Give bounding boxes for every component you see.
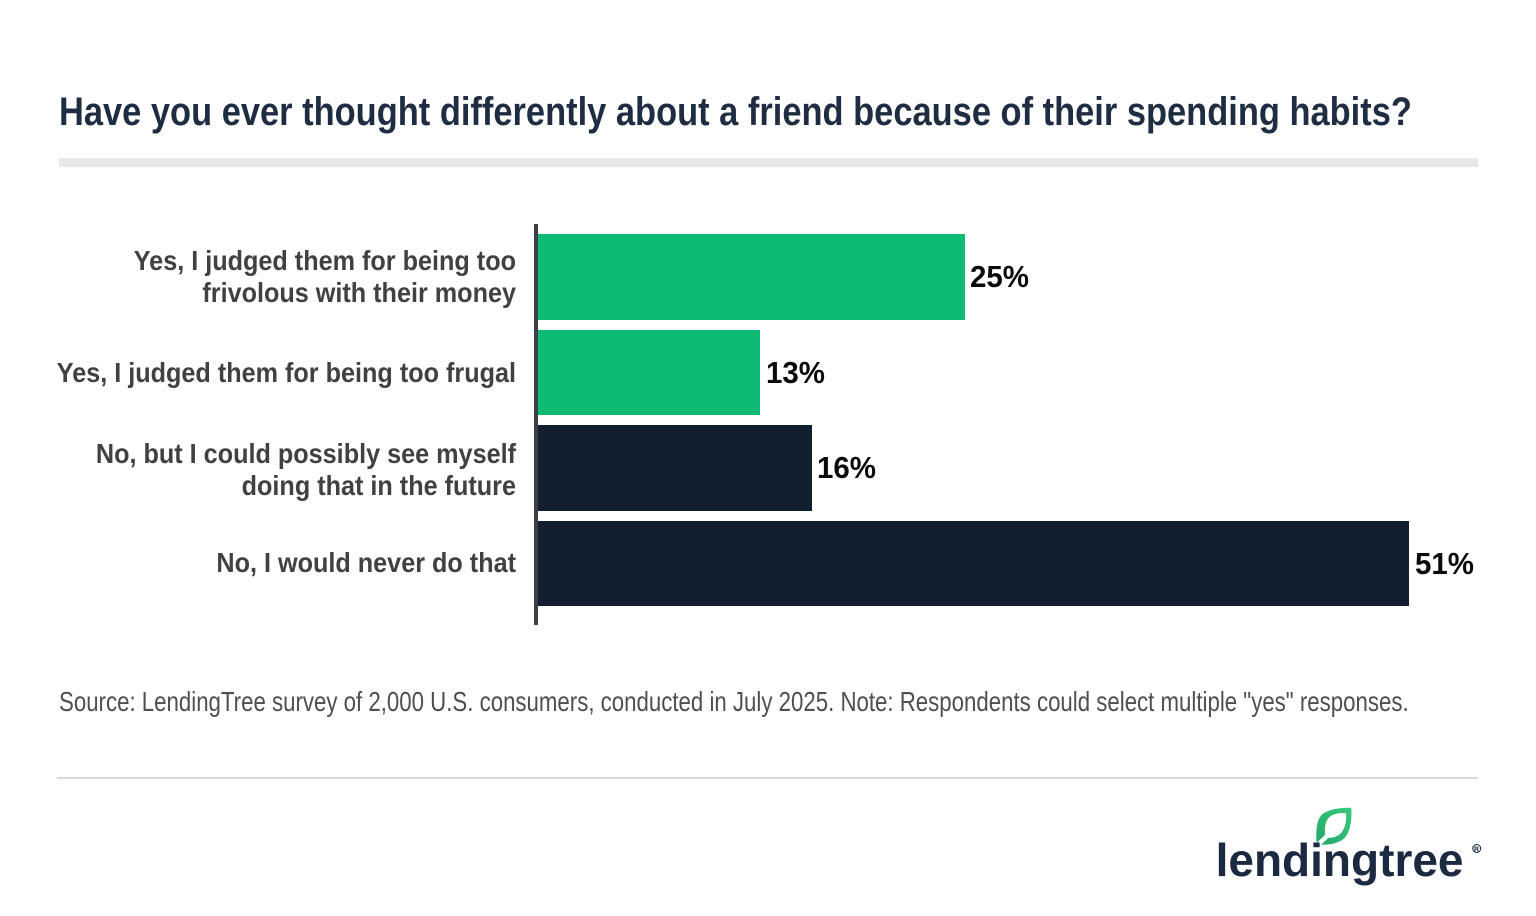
svg-text:lendingtree: lendingtree xyxy=(1216,834,1464,886)
svg-text:R: R xyxy=(1474,846,1479,853)
